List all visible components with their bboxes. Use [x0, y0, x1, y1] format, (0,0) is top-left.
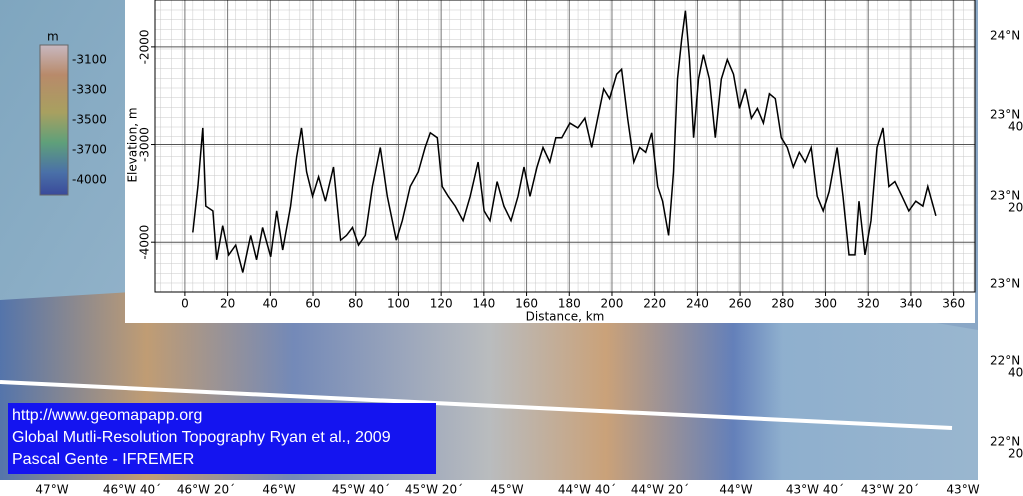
- latitude-label: 20´: [1008, 201, 1023, 215]
- latitude-label: 40´: [1008, 366, 1023, 380]
- colorbar-title: m: [47, 30, 59, 44]
- colorbar-label: -3500: [72, 113, 107, 127]
- plot-frame: [154, 0, 976, 293]
- x-tick-label: 200: [601, 297, 624, 311]
- y-tick-label: -4000: [138, 225, 152, 260]
- x-tick-label: 280: [771, 297, 794, 311]
- x-tick-label: 100: [387, 297, 410, 311]
- x-tick-label: 180: [558, 297, 581, 311]
- x-tick-label: 260: [729, 297, 752, 311]
- latitude-label: 22°N: [990, 354, 1020, 368]
- colorbar-label: -3300: [72, 83, 107, 97]
- latitude-label: 24°N: [990, 29, 1020, 43]
- x-tick-label: 0: [181, 297, 189, 311]
- x-tick-label: 360: [942, 297, 965, 311]
- credit-line: Global Mutli-Resolution Topography Ryan …: [12, 429, 391, 446]
- colorbar: [39, 44, 69, 196]
- latitude-label: 40´: [1008, 120, 1023, 134]
- latitude-label: 23°N: [990, 108, 1020, 122]
- longitude-label: 44°W 20´: [631, 483, 689, 496]
- longitude-label: 45°W 20´: [405, 483, 463, 496]
- colorbar-label: -3100: [72, 53, 107, 67]
- x-axis-label: Distance, km: [526, 310, 605, 324]
- longitude-label: 47°W: [35, 483, 68, 496]
- profile-line: [192, 10, 937, 273]
- latitude-label: 20´: [1008, 447, 1023, 461]
- longitude-label: 46°W 40´: [103, 483, 161, 496]
- lon-strip: [0, 480, 1023, 496]
- credit-line: Pascal Gente - IFREMER: [12, 451, 194, 468]
- x-tick-label: 300: [814, 297, 837, 311]
- longitude-label: 44°W: [719, 483, 752, 496]
- track-line: [0, 380, 953, 430]
- credits-box: [8, 403, 436, 474]
- colorbar-label: -4000: [72, 173, 107, 187]
- x-tick-label: 120: [430, 297, 453, 311]
- credit-line: http://www.geomapapp.org: [12, 407, 202, 424]
- longitude-label: 43°W: [946, 483, 979, 496]
- longitude-label: 44°W 40´: [558, 483, 616, 496]
- longitude-label: 45°W 40´: [332, 483, 390, 496]
- latitude-label: 23°N: [990, 277, 1020, 291]
- minor-grid: [155, 0, 975, 292]
- lat-strip: [978, 0, 1023, 496]
- colorbar-label: -3700: [72, 143, 107, 157]
- x-tick-label: 320: [857, 297, 880, 311]
- x-tick-label: 220: [643, 297, 666, 311]
- latitude-label: 22°N: [990, 435, 1020, 449]
- latitude-label: 23°N: [990, 189, 1020, 203]
- x-tick-label: 60: [305, 297, 320, 311]
- y-tick-label: -2000: [138, 29, 152, 64]
- y-axis-label: Elevation, m: [126, 107, 140, 182]
- longitude-label: 43°W 40´: [786, 483, 844, 496]
- y-tick-label: -3000: [138, 127, 152, 162]
- x-tick-label: 40: [263, 297, 278, 311]
- x-tick-label: 240: [686, 297, 709, 311]
- x-tick-label: 20: [220, 297, 235, 311]
- longitude-label: 46°W: [262, 483, 295, 496]
- x-tick-label: 160: [515, 297, 538, 311]
- longitude-label: 46°W 20´: [177, 483, 235, 496]
- x-tick-label: 340: [899, 297, 922, 311]
- longitude-label: 45°W: [490, 483, 523, 496]
- longitude-label: 43°W 20´: [861, 483, 919, 496]
- x-tick-label: 80: [348, 297, 363, 311]
- x-tick-label: 140: [472, 297, 495, 311]
